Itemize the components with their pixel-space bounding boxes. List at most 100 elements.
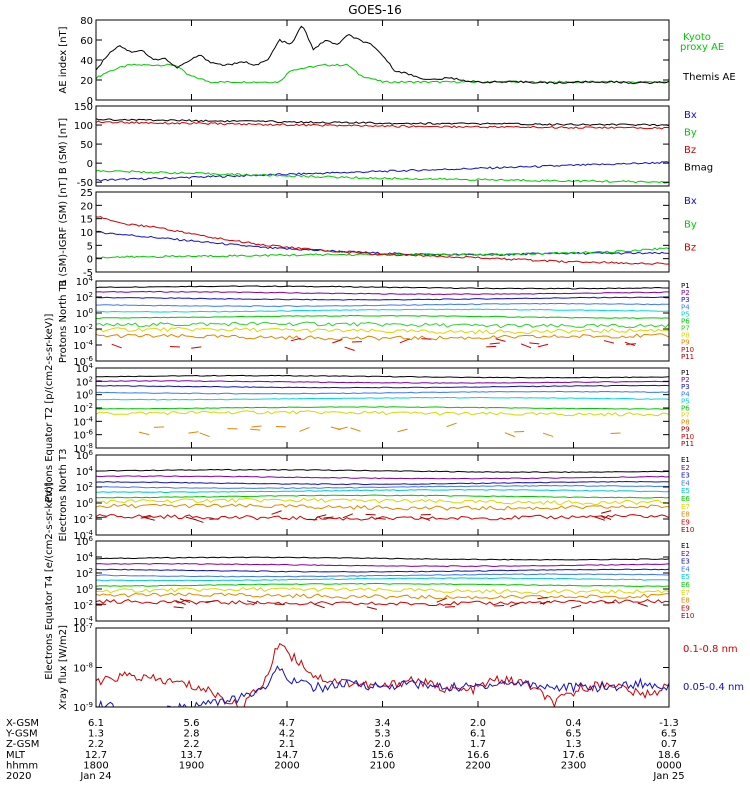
ephemeris-value: 6.1 — [88, 718, 104, 729]
low-flux-fragment — [571, 605, 582, 609]
low-flux-fragment — [504, 432, 516, 438]
legend-p9: P9 — [681, 426, 690, 434]
channel-line-e4 — [96, 484, 669, 490]
low-flux-fragment — [446, 422, 457, 428]
channel-line-e6 — [96, 494, 669, 499]
ephemeris-row-label: Y-GSM — [5, 729, 38, 740]
series-line-kyoto-proxy-ae — [96, 63, 669, 84]
y-tick-label: 100 — [76, 497, 93, 510]
legend-p6: P6 — [681, 317, 690, 325]
low-flux-fragment — [436, 597, 447, 603]
low-flux-fragment — [594, 516, 605, 521]
low-flux-fragment — [179, 598, 191, 604]
channel-line-p5 — [96, 396, 669, 401]
low-flux-fragment — [350, 427, 361, 432]
legend-e7: E7 — [681, 589, 690, 597]
legend-themis-ae: Themis AE — [682, 72, 736, 83]
channel-line-e3 — [96, 568, 669, 573]
low-flux-fragment — [397, 428, 408, 433]
legend-e10: E10 — [681, 526, 694, 534]
ephemeris-value: 12.7 — [85, 750, 107, 761]
panel-frame — [95, 191, 670, 273]
channel-line-e9 — [96, 513, 669, 521]
ephemeris-value: 0.7 — [661, 739, 677, 750]
low-flux-fragment — [251, 425, 262, 428]
y-tick-label: 10-7 — [73, 622, 93, 635]
panel-frame — [95, 105, 670, 187]
ephemeris-value: 1.3 — [88, 729, 104, 740]
ephemeris-row-label: hhmm — [6, 760, 38, 771]
ephemeris-value: 2200 — [465, 760, 490, 771]
low-flux-fragment — [637, 602, 648, 607]
legend-p11: P11 — [681, 440, 694, 448]
legend-p2: P2 — [681, 289, 690, 297]
y-tick-label: 10-4 — [73, 339, 93, 352]
legend-bz: Bz — [684, 145, 696, 156]
series-line-bz — [96, 120, 669, 130]
low-flux-fragment — [271, 510, 282, 515]
legend-e4: E4 — [681, 565, 690, 573]
series-line-by — [96, 247, 669, 259]
ephemeris-value: Jan 24 — [79, 771, 111, 782]
low-flux-fragment — [185, 516, 197, 521]
low-flux-fragment — [537, 343, 549, 348]
y-tick-label: 104 — [76, 551, 94, 564]
y-tick-label: 102 — [76, 291, 93, 304]
y-tick-label: 150 — [74, 102, 93, 113]
ephemeris-value: 4.7 — [279, 718, 295, 729]
low-flux-fragment — [205, 600, 216, 603]
legend-p9: P9 — [681, 339, 690, 347]
y-tick-label: 10-2 — [73, 599, 93, 612]
legend-p4: P4 — [681, 390, 690, 398]
ephemeris-value: 2.0 — [470, 718, 486, 729]
y-tick-label: 10-4 — [73, 529, 93, 542]
ephemeris-value: 17.6 — [562, 750, 584, 761]
low-flux-fragment — [399, 338, 411, 344]
ephemeris-value: 2.8 — [184, 729, 200, 740]
legend-p8: P8 — [681, 419, 690, 427]
low-flux-fragment — [316, 514, 327, 518]
panel-6: 10-4 10-2 100 102 104 106 Electrons North T3 E1… — [58, 448, 694, 542]
low-flux-fragment — [250, 428, 261, 431]
legend-e8: E8 — [681, 511, 690, 519]
legend-e9: E9 — [681, 518, 690, 526]
legend-bz: Bz — [684, 243, 696, 254]
low-flux-fragment — [509, 602, 521, 607]
low-flux-fragment — [337, 426, 348, 431]
y-tick-label: 0 — [87, 255, 93, 266]
legend-p5: P5 — [681, 310, 690, 318]
y-tick-label: 0 — [87, 159, 93, 170]
y-axis-label: Electrons Equator T4 [e/(cm2-s-sr-keV)] — [44, 482, 55, 679]
channel-line-p9 — [96, 333, 669, 341]
channel-line-e2 — [96, 475, 669, 480]
channel-line-e8 — [96, 503, 669, 511]
legend-p2: P2 — [681, 376, 690, 384]
low-flux-fragment — [495, 338, 506, 342]
channel-line-p6 — [96, 406, 669, 410]
y-tick-label: 25 — [80, 188, 93, 199]
series-line-bmag — [96, 117, 669, 127]
channel-line-e9 — [96, 599, 669, 606]
low-flux-fragment — [188, 431, 199, 434]
y-tick-label: 60 — [80, 36, 93, 47]
ephemeris-value: 6.5 — [661, 729, 677, 740]
legend-p6: P6 — [681, 404, 690, 412]
y-tick-label: 10-4 — [73, 415, 93, 428]
y-tick-label: 106 — [76, 449, 94, 462]
legend-p7: P7 — [681, 412, 690, 420]
series-line-bz — [96, 216, 669, 265]
low-flux-fragment — [375, 517, 386, 520]
legend-by: By — [684, 219, 697, 230]
low-flux-fragment — [111, 343, 122, 349]
low-flux-fragment — [601, 510, 612, 514]
ephemeris-row-label: 2020 — [6, 771, 31, 782]
low-flux-fragment — [144, 517, 155, 521]
channel-line-e4 — [96, 573, 669, 578]
y-tick-label: 10-2 — [73, 323, 93, 336]
legend-bx: Bx — [684, 110, 697, 121]
ephemeris-value: 6.1 — [470, 729, 486, 740]
ephemeris-value: 18.6 — [658, 750, 680, 761]
